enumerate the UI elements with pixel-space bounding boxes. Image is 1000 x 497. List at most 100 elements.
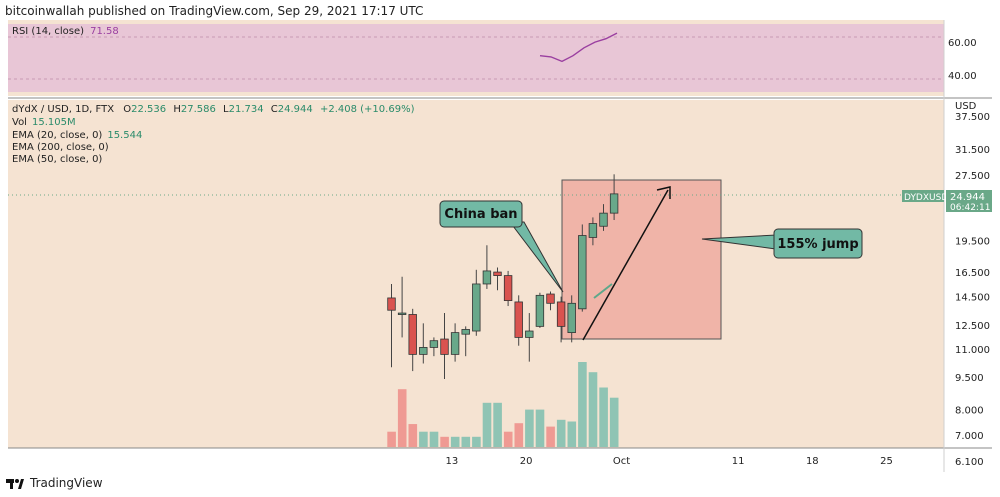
china-callout [439, 200, 523, 228]
rsi-tick-40: 40.00 [948, 71, 977, 82]
publisher-line: bitcoinwallah published on TradingView.c… [5, 4, 424, 18]
candle-body [514, 301, 523, 338]
candle-body [588, 223, 598, 238]
tradingview-logo[interactable]: TradingView [6, 476, 103, 490]
time-axis: 13 20 Oct 11 18 25 [446, 456, 893, 467]
candle-body [567, 302, 576, 334]
time-tick: 25 [880, 456, 893, 467]
volume-bar [408, 424, 418, 447]
volume-bar [578, 362, 587, 447]
jump-callout-text: 155% jump [777, 237, 858, 252]
rsi-tick-60: 60.00 [948, 38, 977, 49]
volume-bar [482, 402, 492, 447]
candle [440, 313, 449, 380]
volume-bar [440, 436, 449, 447]
candle [609, 174, 619, 221]
candle [525, 313, 534, 362]
candle-body [578, 235, 587, 310]
price-tick: 6.100 [955, 457, 984, 468]
candle-body [609, 193, 619, 214]
time-tick: 11 [732, 456, 745, 467]
price-tick: 16.500 [955, 268, 990, 279]
jump-callout [773, 228, 863, 259]
volume-bar [609, 397, 619, 447]
price-tick: 19.500 [955, 236, 990, 247]
candle [450, 323, 460, 362]
rsi-label: RSI (14, close) 71.58 [12, 26, 119, 37]
candle-body [482, 270, 492, 285]
currency-label: USD [955, 101, 977, 112]
ema20-segment [593, 283, 613, 299]
volume-bar [472, 436, 481, 447]
candle [556, 296, 566, 343]
chart-area[interactable]: RSI (14, close) 71.58 60.00 40.00 dYdX / … [0, 20, 1000, 472]
volume-bar [493, 402, 502, 447]
price-tick: 31.500 [955, 145, 990, 156]
candle [578, 224, 587, 312]
candle-body [408, 314, 417, 355]
candle-body [440, 338, 449, 355]
price-tick: 37.500 [955, 112, 990, 123]
volume-bar [588, 372, 598, 447]
time-tick: 20 [520, 456, 533, 467]
candle [535, 292, 545, 328]
candle [482, 245, 492, 289]
price-tick: 14.500 [955, 293, 990, 304]
volume-bar [525, 409, 534, 447]
candle-body [461, 329, 470, 335]
price-tick: 11.000 [955, 345, 990, 356]
price-axis: 37.50031.50027.50023.50019.50016.50014.5… [955, 112, 990, 468]
price-tick: 9.500 [955, 373, 984, 384]
arrow-head [656, 186, 671, 199]
candle-body [397, 312, 407, 315]
volume-bar [419, 431, 428, 447]
volume-bar [429, 431, 439, 447]
volume-bar [387, 431, 396, 447]
rsi-series [539, 32, 618, 63]
price-tick: 8.000 [955, 406, 984, 417]
candle [429, 337, 439, 357]
volume-bar [599, 387, 608, 447]
volume-bar [556, 419, 566, 447]
price-tick: 12.500 [955, 321, 990, 332]
china-callout-text: China ban [444, 207, 517, 222]
volume-bar [567, 421, 577, 447]
indicator-ema200: EMA (200, close, 0) [12, 142, 109, 153]
candle-body [472, 283, 481, 332]
time-tick: 18 [806, 456, 819, 467]
indicator-vol: Vol 15.105M [12, 117, 76, 128]
candle [567, 295, 576, 343]
volume-bar [514, 423, 524, 447]
volume-bar [535, 409, 545, 447]
trend-arrow [582, 189, 669, 341]
volume-bar [461, 436, 471, 447]
jump-highlight-box [561, 179, 722, 340]
candle [514, 295, 523, 346]
footer-label: TradingView [30, 476, 103, 490]
price-badge-value: 24.944 [950, 192, 985, 203]
candle [588, 217, 598, 246]
symbol-badge [902, 190, 944, 202]
candle [461, 326, 470, 357]
time-tick: Oct [613, 456, 630, 467]
candle [387, 283, 396, 368]
candle [397, 276, 407, 338]
price-badge-time: 06:42:11 [950, 203, 990, 213]
tradingview-icon [6, 478, 24, 489]
candle [493, 267, 502, 291]
candle-body [450, 332, 460, 355]
candle [503, 270, 513, 307]
candle-body [525, 330, 534, 338]
volume-bar [450, 436, 460, 447]
candle-body [493, 271, 502, 276]
volume-bar [397, 389, 407, 447]
volume-bars [387, 362, 619, 447]
candle [599, 204, 608, 231]
candle-body [419, 347, 428, 355]
price-tick: 27.500 [955, 171, 990, 182]
symbol-badge-text: DYDXUSD [904, 193, 948, 203]
time-tick: 13 [446, 456, 459, 467]
candle-body [556, 301, 566, 327]
candle-body [429, 340, 439, 348]
candle [419, 323, 428, 364]
